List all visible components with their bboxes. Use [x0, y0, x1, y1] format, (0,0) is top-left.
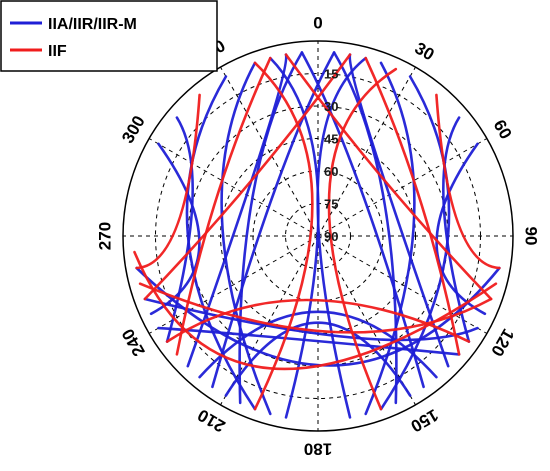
azimuth-label: 210: [194, 405, 228, 436]
azimuth-label: 180: [304, 440, 332, 459]
track-iif: [165, 298, 471, 343]
azimuth-label: 30: [412, 39, 438, 65]
elevation-label: 45: [324, 132, 338, 147]
azimuth-label: 150: [407, 405, 441, 436]
track-iia-iir: [185, 75, 257, 411]
track-iia-iir: [220, 61, 272, 416]
azimuth-spoke: [148, 138, 319, 237]
track-iif: [133, 250, 498, 371]
azimuth-spoke: [220, 66, 319, 237]
azimuth-spoke: [317, 138, 488, 237]
track-iia-iir: [332, 51, 398, 405]
legend-box: [0, 0, 218, 72]
track-iia-iir: [186, 53, 288, 368]
azimuth-label: 240: [118, 325, 149, 359]
azimuth-spoke: [148, 235, 319, 334]
satellite-tracks: [133, 51, 501, 419]
azimuth-spoke: [220, 235, 319, 406]
track-iif: [284, 53, 493, 301]
track-iif: [327, 67, 398, 411]
track-iif: [143, 53, 352, 301]
track-iif: [175, 56, 272, 356]
track-iia-iir: [364, 61, 416, 416]
azimuth-spoke: [317, 66, 416, 237]
legend: IIA/IIR/IIR-M IIF: [0, 0, 218, 72]
azimuth-label: 90: [522, 227, 541, 246]
legend-label-iia: IIA/IIR/IIR-M: [48, 16, 137, 33]
track-iif: [135, 93, 201, 270]
elevation-label: 90: [324, 229, 338, 244]
azimuth-label: 60: [490, 117, 516, 143]
track-iia-iir: [348, 53, 450, 368]
track-iif: [253, 61, 314, 411]
azimuth-label: 0: [313, 14, 322, 33]
track-iia-iir: [435, 142, 487, 316]
azimuth-label: 270: [96, 222, 115, 250]
azimuth-label: 300: [118, 112, 149, 146]
legend-label-iif: IIF: [48, 43, 67, 60]
track-iia-iir: [211, 51, 336, 389]
azimuth-label: 120: [487, 325, 518, 359]
track-iia-iir: [379, 75, 451, 411]
track-iif: [138, 282, 493, 334]
elevation-label: 30: [324, 99, 338, 114]
track-iia-iir: [224, 321, 412, 397]
track-iif: [435, 93, 501, 270]
azimuth-spoke: [317, 235, 488, 334]
elevation-label: 75: [324, 197, 338, 212]
elevation-label: 60: [324, 164, 338, 179]
track-iia-iir: [316, 56, 367, 419]
elevation-label: 15: [324, 67, 338, 82]
